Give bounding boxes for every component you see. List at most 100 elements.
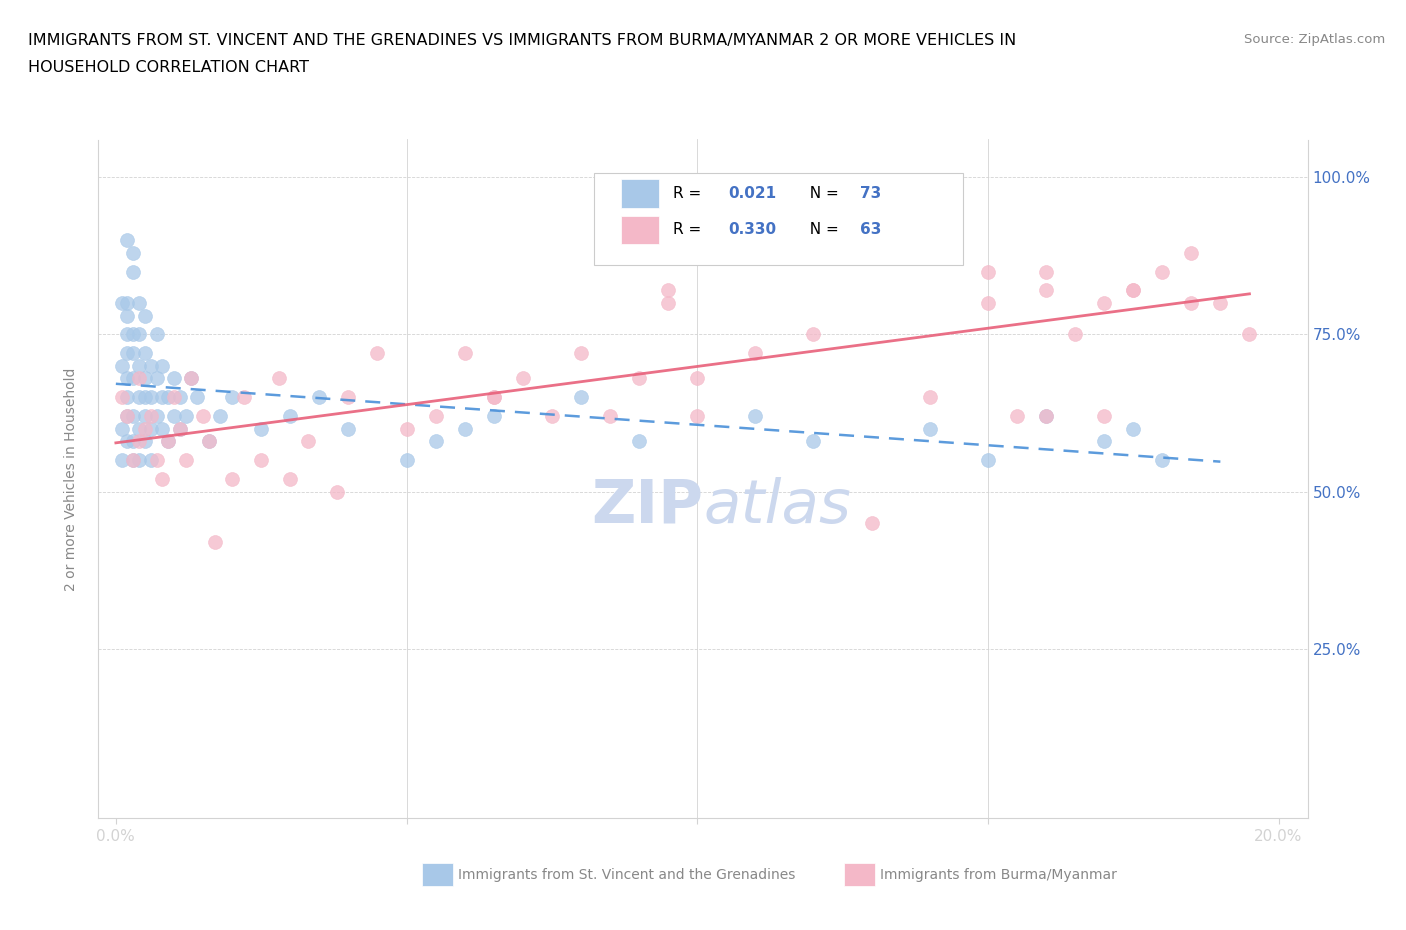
Point xyxy=(191,408,214,423)
Point xyxy=(169,390,191,405)
Point xyxy=(1180,246,1202,260)
Point xyxy=(163,371,186,386)
Point xyxy=(111,390,134,405)
Text: Source: ZipAtlas.com: Source: ZipAtlas.com xyxy=(1244,33,1385,46)
Point xyxy=(569,390,592,405)
Point xyxy=(128,371,150,386)
Point xyxy=(278,472,301,486)
Point xyxy=(134,433,156,448)
Point xyxy=(803,232,825,247)
Point xyxy=(744,346,766,361)
Point xyxy=(117,371,139,386)
Point xyxy=(128,390,150,405)
Point xyxy=(686,371,709,386)
Text: Immigrants from St. Vincent and the Grenadines: Immigrants from St. Vincent and the Gren… xyxy=(458,868,796,883)
Point xyxy=(204,535,226,550)
Point xyxy=(134,346,156,361)
Point xyxy=(482,390,505,405)
Point xyxy=(267,371,290,386)
Point xyxy=(540,408,562,423)
Point xyxy=(221,390,243,405)
Point xyxy=(198,433,221,448)
Point xyxy=(139,358,162,373)
Bar xyxy=(621,216,659,245)
Point xyxy=(482,408,505,423)
Point xyxy=(157,433,180,448)
Point xyxy=(150,358,173,373)
Point xyxy=(337,390,360,405)
Point xyxy=(977,296,1000,311)
Point xyxy=(111,296,134,311)
Text: 0.021: 0.021 xyxy=(728,186,776,201)
Point xyxy=(117,390,139,405)
Point xyxy=(977,453,1000,468)
Point xyxy=(395,421,418,436)
Point xyxy=(1092,433,1115,448)
Point xyxy=(157,433,180,448)
Point xyxy=(1122,283,1144,298)
Point xyxy=(657,283,679,298)
Bar xyxy=(621,179,659,207)
Point xyxy=(1035,408,1057,423)
Point xyxy=(453,421,475,436)
Point xyxy=(278,408,301,423)
Point xyxy=(122,453,145,468)
Point xyxy=(1092,296,1115,311)
Point xyxy=(186,390,208,405)
Text: R =: R = xyxy=(672,186,706,201)
Point xyxy=(308,390,330,405)
Point xyxy=(918,421,941,436)
Text: HOUSEHOLD CORRELATION CHART: HOUSEHOLD CORRELATION CHART xyxy=(28,60,309,75)
Point xyxy=(174,453,197,468)
Point xyxy=(169,421,191,436)
Point xyxy=(221,472,243,486)
Point xyxy=(1122,421,1144,436)
Point xyxy=(831,246,853,260)
Point xyxy=(111,358,134,373)
Point xyxy=(128,453,150,468)
Point xyxy=(139,390,162,405)
Point xyxy=(122,327,145,342)
Point xyxy=(657,296,679,311)
Point xyxy=(117,433,139,448)
Point xyxy=(150,421,173,436)
Point xyxy=(918,232,941,247)
Point xyxy=(134,308,156,323)
Point xyxy=(297,433,319,448)
Point xyxy=(198,433,221,448)
Point xyxy=(163,390,186,405)
Point xyxy=(250,453,273,468)
Point xyxy=(180,371,202,386)
Point xyxy=(117,296,139,311)
Text: atlas: atlas xyxy=(703,476,851,536)
Point xyxy=(250,421,273,436)
Point xyxy=(117,346,139,361)
Point xyxy=(128,296,150,311)
Text: ZIP: ZIP xyxy=(591,476,703,536)
Text: IMMIGRANTS FROM ST. VINCENT AND THE GRENADINES VS IMMIGRANTS FROM BURMA/MYANMAR : IMMIGRANTS FROM ST. VINCENT AND THE GREN… xyxy=(28,33,1017,47)
Point xyxy=(139,421,162,436)
Text: R =: R = xyxy=(672,222,706,237)
Point xyxy=(453,346,475,361)
Point xyxy=(122,453,145,468)
Point xyxy=(1064,327,1087,342)
Point xyxy=(157,390,180,405)
Text: N =: N = xyxy=(800,222,844,237)
Point xyxy=(122,264,145,279)
Point xyxy=(139,453,162,468)
Point xyxy=(122,371,145,386)
Point xyxy=(128,421,150,436)
Point xyxy=(122,408,145,423)
Point xyxy=(122,433,145,448)
Point xyxy=(117,327,139,342)
Point xyxy=(145,453,167,468)
Point xyxy=(1152,453,1174,468)
Point xyxy=(425,433,447,448)
Text: 0.330: 0.330 xyxy=(728,222,776,237)
Point xyxy=(366,346,388,361)
Point xyxy=(425,408,447,423)
Point xyxy=(139,408,162,423)
Point xyxy=(569,346,592,361)
Point xyxy=(134,408,156,423)
Point xyxy=(117,232,139,247)
